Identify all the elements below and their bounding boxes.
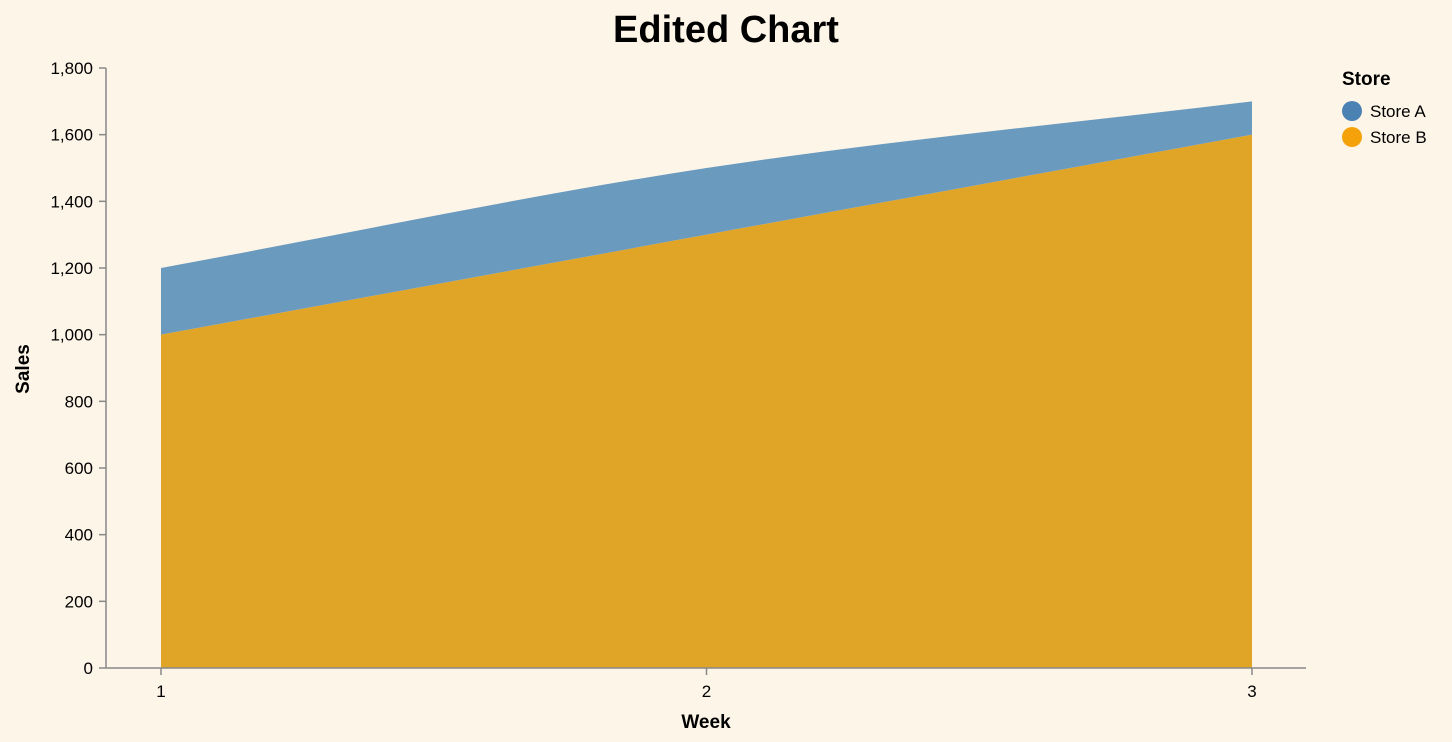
legend-label: Store A <box>1370 102 1426 121</box>
y-axis: 0 200 400 600 800 1,000 1,200 1,400 1,600 1,800 <box>50 59 107 678</box>
areas-layer <box>161 101 1252 668</box>
area-store-b <box>161 134 1252 668</box>
x-tick-label: 2 <box>702 682 711 701</box>
y-tick-label: 1,800 <box>50 59 93 78</box>
y-tick-label: 1,200 <box>50 259 93 278</box>
y-tick-label: 1,000 <box>50 326 93 345</box>
x-axis-title: Week <box>681 712 731 733</box>
x-tick-label: 3 <box>1247 682 1256 701</box>
x-tick-label: 1 <box>156 682 165 701</box>
legend-title: Store <box>1342 69 1391 90</box>
legend-label: Store B <box>1370 128 1427 147</box>
y-tick-label: 600 <box>65 459 93 478</box>
y-tick-label: 400 <box>65 526 93 545</box>
x-axis: 1 2 3 <box>106 667 1306 701</box>
y-tick-label: 200 <box>65 592 93 611</box>
y-tick-label: 1,600 <box>50 126 93 145</box>
legend: Store Store A Store B <box>1342 69 1427 147</box>
legend-swatch-store-b <box>1342 127 1362 147</box>
area-store-a <box>161 101 1252 335</box>
chart-title: Edited Chart <box>613 9 839 51</box>
y-tick-label: 800 <box>65 392 93 411</box>
y-tick-label: 1,400 <box>50 192 93 211</box>
y-tick-label: 0 <box>84 659 93 678</box>
legend-swatch-store-a <box>1342 101 1362 121</box>
y-axis-title: Sales <box>13 344 34 394</box>
